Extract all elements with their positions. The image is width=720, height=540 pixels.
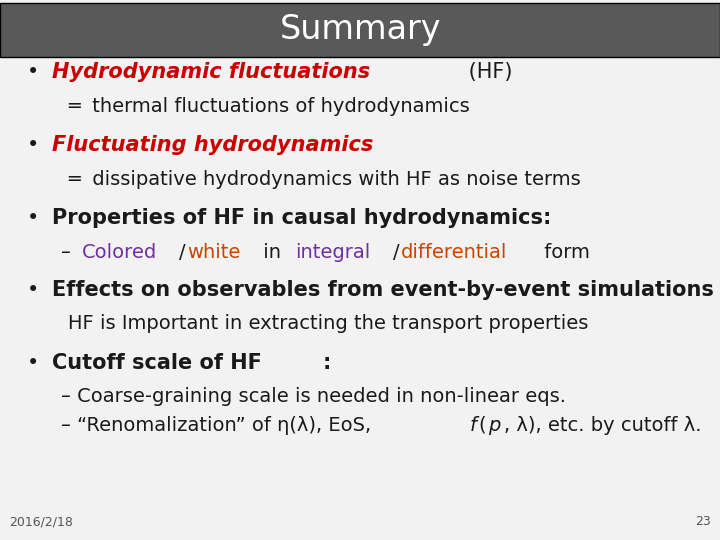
Text: Properties of HF in causal hydrodynamics:: Properties of HF in causal hydrodynamics… [52, 208, 552, 228]
Text: (: ( [478, 416, 486, 435]
FancyBboxPatch shape [0, 3, 720, 57]
Text: – Coarse-graining scale is needed in non-linear eqs.: – Coarse-graining scale is needed in non… [61, 387, 566, 406]
Text: in: in [256, 242, 287, 261]
Text: ═  dissipative hydrodynamics with HF as noise terms: ═ dissipative hydrodynamics with HF as n… [68, 170, 581, 188]
Text: Summary: Summary [279, 13, 441, 46]
Text: integral: integral [295, 242, 371, 261]
Text: differential: differential [401, 242, 508, 261]
Text: form: form [539, 242, 590, 261]
Text: Effects on observables from event-by-event simulations: Effects on observables from event-by-eve… [52, 280, 714, 300]
Text: •: • [27, 353, 40, 373]
Text: •: • [27, 280, 40, 300]
Text: /: / [392, 242, 400, 261]
Text: Colored: Colored [82, 242, 157, 261]
Text: f: f [469, 416, 477, 435]
Text: 23: 23 [696, 515, 711, 528]
Text: ═  thermal fluctuations of hydrodynamics: ═ thermal fluctuations of hydrodynamics [68, 97, 470, 116]
Text: –: – [61, 242, 77, 261]
Text: •: • [27, 62, 40, 82]
Text: p: p [488, 416, 500, 435]
Text: :: : [323, 353, 331, 373]
Text: , λ), etc. by cutoff λ.: , λ), etc. by cutoff λ. [504, 416, 701, 435]
Text: white: white [188, 242, 241, 261]
Text: HF is Important in extracting the transport properties: HF is Important in extracting the transp… [68, 314, 589, 333]
Text: Hydrodynamic fluctuations: Hydrodynamic fluctuations [52, 62, 370, 82]
Text: – “Renomalization” of η(λ), EoS,: – “Renomalization” of η(λ), EoS, [61, 416, 377, 435]
Text: Cutoff scale of HF: Cutoff scale of HF [52, 353, 261, 373]
Text: /: / [179, 242, 186, 261]
Text: •: • [27, 135, 40, 155]
Text: Fluctuating hydrodynamics: Fluctuating hydrodynamics [52, 135, 373, 155]
Text: (HF): (HF) [462, 62, 513, 82]
Text: 2016/2/18: 2016/2/18 [9, 515, 73, 528]
Text: •: • [27, 208, 40, 228]
